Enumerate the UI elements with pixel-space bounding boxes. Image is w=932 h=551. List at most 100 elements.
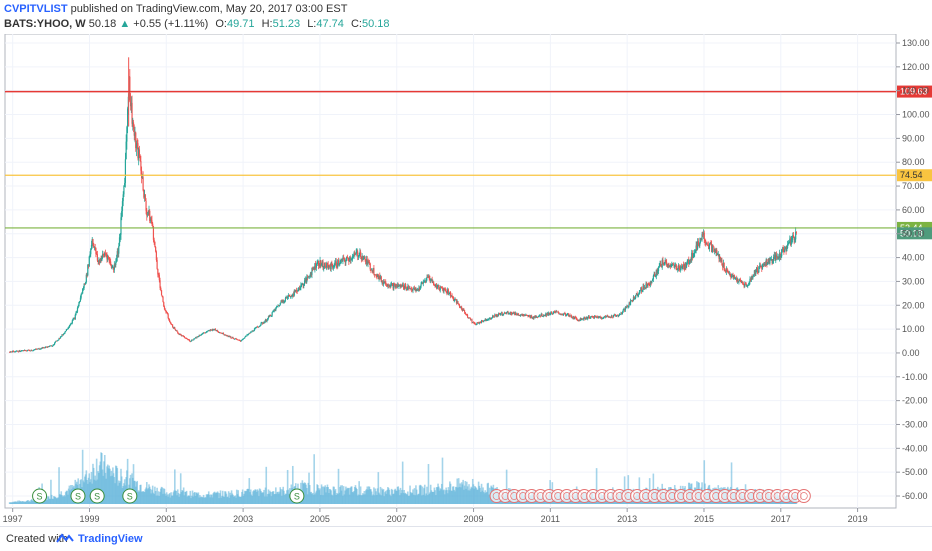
- tradingview-brand-link[interactable]: TradingView: [78, 533, 143, 545]
- candle-body: [444, 288, 446, 290]
- candle-body: [789, 238, 792, 245]
- candle-body: [394, 284, 396, 288]
- candle-body: [160, 287, 162, 291]
- volume-bar: [505, 469, 508, 504]
- candle-body: [76, 311, 78, 313]
- candle-body: [194, 338, 196, 340]
- candle-body: [764, 264, 767, 266]
- candle-body: [220, 332, 222, 334]
- split-event-marker[interactable]: [89, 488, 105, 504]
- candle-body: [207, 330, 209, 332]
- candle-body: [551, 313, 553, 315]
- candle-body: [581, 318, 584, 320]
- candle-body: [259, 326, 261, 327]
- candle-body: [275, 306, 278, 308]
- candle-body: [329, 266, 332, 270]
- candle-body: [318, 260, 320, 266]
- candle-body: [786, 244, 789, 249]
- candle-body: [241, 339, 243, 341]
- candle-body: [438, 285, 440, 289]
- candle-body: [303, 280, 306, 284]
- candle-body: [172, 327, 174, 329]
- candle-body: [259, 325, 261, 327]
- candle-body: [464, 310, 466, 313]
- open-value: 49.71: [227, 18, 255, 30]
- candle-body: [194, 337, 197, 339]
- split-event-marker[interactable]: [289, 488, 305, 504]
- candle-body: [672, 263, 674, 265]
- candle-body: [221, 332, 223, 334]
- candle-body: [728, 273, 730, 275]
- candle-body: [239, 340, 242, 342]
- candle-body: [357, 251, 359, 257]
- candle-body: [374, 274, 376, 276]
- candle-body: [127, 108, 129, 128]
- split-event-marker[interactable]: [70, 488, 86, 504]
- candle-body: [304, 278, 306, 281]
- candle-body: [542, 315, 545, 317]
- candle-body: [58, 338, 60, 340]
- candle-body: [659, 263, 661, 266]
- candle-body: [250, 331, 252, 333]
- candle-body: [196, 336, 198, 338]
- candle-body: [17, 350, 19, 352]
- candle-body: [518, 315, 520, 317]
- candle-body: [124, 159, 127, 184]
- candle-body: [443, 288, 445, 292]
- candle-body: [496, 315, 498, 317]
- candle-body: [173, 327, 175, 329]
- candle-body: [762, 264, 764, 265]
- candle-body: [338, 263, 340, 265]
- candle-body: [174, 329, 177, 331]
- candle-body: [781, 248, 784, 250]
- candle-body: [473, 322, 475, 324]
- candle-body: [780, 256, 782, 258]
- candle-body: [255, 327, 257, 329]
- candle-body: [453, 300, 455, 302]
- candle-body: [688, 259, 690, 264]
- candle-body: [567, 314, 570, 316]
- candle-body: [455, 299, 458, 304]
- candle-body: [627, 306, 629, 308]
- candle-body: [562, 314, 564, 316]
- candle-body: [149, 210, 151, 221]
- candle-body: [86, 274, 88, 276]
- candle-body: [560, 313, 562, 315]
- candle-body: [82, 287, 84, 289]
- candle-body: [247, 333, 250, 335]
- candle-body: [414, 288, 416, 290]
- candle-body: [184, 337, 186, 339]
- candle-body: [628, 303, 630, 307]
- candle-body: [353, 252, 355, 256]
- candle-body: [449, 292, 451, 294]
- candle-body: [396, 285, 398, 288]
- candle-body: [452, 296, 454, 298]
- split-event-marker[interactable]: [32, 488, 48, 504]
- candle-body: [322, 261, 324, 269]
- candle-body: [397, 284, 399, 287]
- split-event-marker[interactable]: [122, 488, 138, 504]
- candle-body: [725, 268, 727, 272]
- candle-body: [343, 258, 346, 261]
- candle-body: [155, 246, 157, 252]
- candle-body: [27, 349, 29, 351]
- candle-body: [261, 322, 263, 324]
- author-link[interactable]: CVPITVLIST: [4, 3, 68, 15]
- dividend-event-marker[interactable]: [796, 489, 811, 503]
- candle-body: [424, 281, 427, 283]
- candle-body: [144, 194, 146, 201]
- candle-body: [139, 157, 141, 161]
- candle-body: [59, 338, 61, 339]
- candle-body: [143, 194, 146, 198]
- candle-body: [132, 122, 135, 130]
- candle-body: [722, 262, 725, 268]
- candle-body: [95, 247, 97, 255]
- candle-body: [711, 245, 713, 252]
- candle-body: [426, 277, 428, 279]
- candle-body: [758, 266, 760, 273]
- candle-body: [747, 285, 749, 287]
- candle-body: [512, 312, 514, 314]
- candle-body: [610, 317, 612, 319]
- candle-body: [367, 261, 369, 265]
